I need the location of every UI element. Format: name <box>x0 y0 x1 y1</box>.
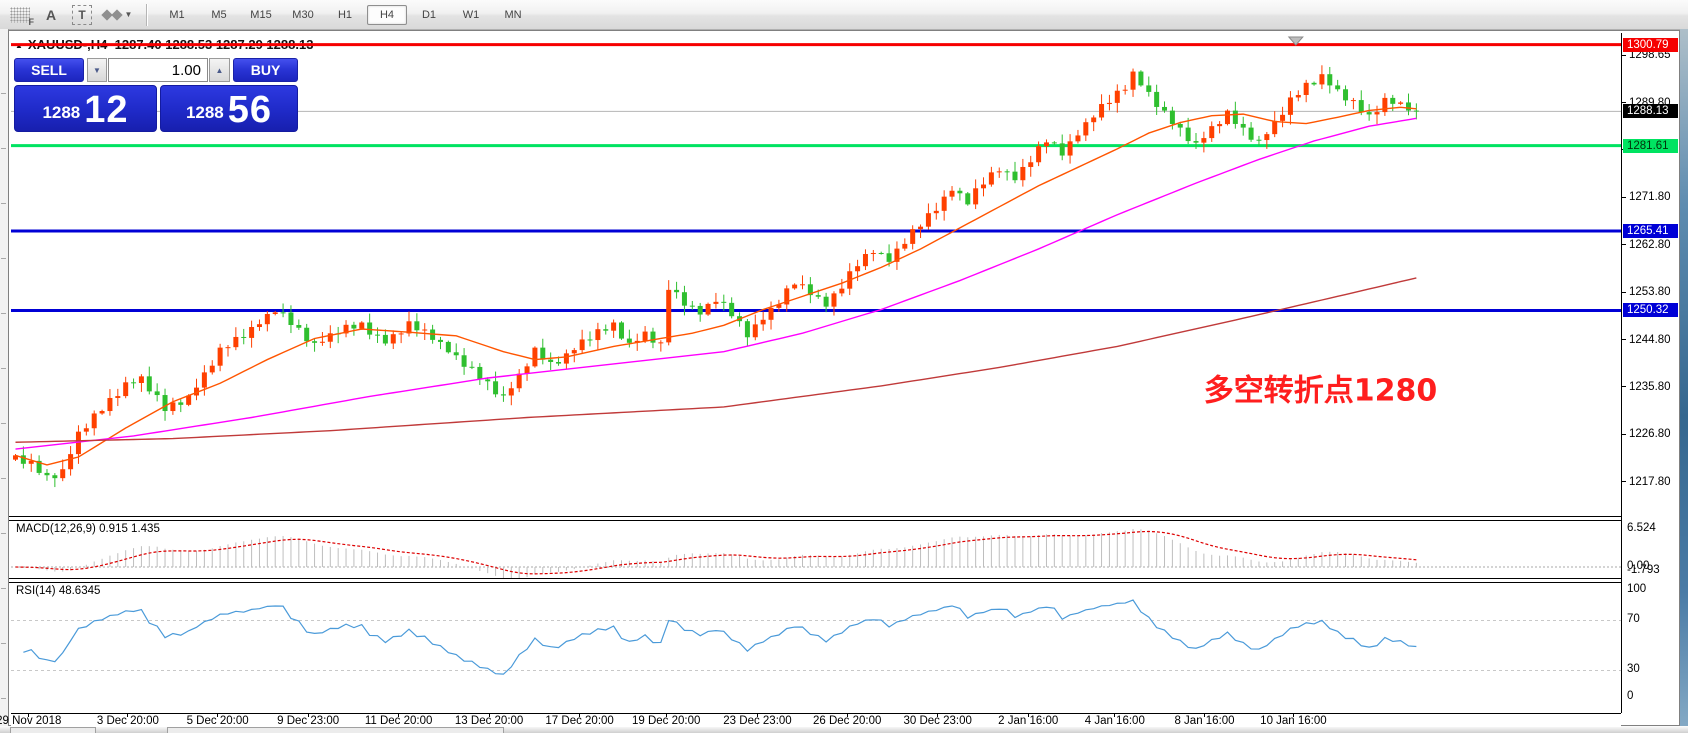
panel-divider[interactable] <box>9 516 1679 517</box>
panel-divider <box>9 520 1679 521</box>
timeframe-m1[interactable]: M1 <box>169 8 185 21</box>
price-level-label: 1265.41 <box>1623 223 1678 238</box>
ma-mid <box>15 117 1417 450</box>
toolbar-separator <box>146 3 148 26</box>
chevron-down-icon[interactable]: ▼ <box>124 10 133 19</box>
symbol-period-label: XAUUSD-,H4 <box>27 37 108 52</box>
sell-price-small: 1288 <box>42 103 81 122</box>
window-right-edge <box>1680 29 1688 733</box>
time-axis-label: 30 Dec 23:00 <box>903 715 972 727</box>
shapes-tool-icon[interactable]: ▼ <box>100 4 134 26</box>
toolbar: F A T ▼ M1 M5 M15 M30 H1 H4 D1 W1 MN <box>0 0 1688 30</box>
time-scale[interactable]: 29 Nov 2018 3 Dec 20:00 5 Dec 20:00 9 Dec 2… <box>0 713 1621 727</box>
price-level-label: 1250.32 <box>1623 303 1678 318</box>
sell-button[interactable]: SELL <box>14 58 84 82</box>
timeframe-h4[interactable]: H4 <box>367 4 407 25</box>
text-tool-icon[interactable]: A <box>45 6 57 23</box>
grid-tool-icon[interactable]: F <box>10 6 34 27</box>
buy-price-big: 56 <box>227 89 273 131</box>
price-level-label: 1288.13 <box>1623 104 1678 119</box>
volume-increase-button[interactable]: ▲ <box>209 58 230 82</box>
chart-annotation: 多空转折点1280 <box>1204 374 1438 409</box>
macd-panel[interactable]: MACD(12,26,9) 0.915 1.435 <box>11 521 1621 578</box>
rsi-label: RSI(14) 48.6345 <box>16 585 101 597</box>
timeframe-mn[interactable]: MN <box>504 8 522 21</box>
sell-price-big: 12 <box>84 89 129 131</box>
buy-price-small: 1288 <box>185 103 224 122</box>
price-level-label: 1281.61 <box>1623 138 1678 153</box>
ma-slow <box>15 277 1417 443</box>
panel-divider <box>9 582 1679 583</box>
rsi-panel[interactable]: RSI(14) 48.6345 <box>11 583 1621 711</box>
time-axis-label: 17 Dec 20:00 <box>545 715 614 727</box>
sell-price-display[interactable]: 1288 12 <box>14 85 157 132</box>
time-axis-label: 23 Dec 23:00 <box>723 715 792 727</box>
timeframe-w1[interactable]: W1 <box>462 8 480 21</box>
diamond-icon <box>110 8 123 21</box>
timeframe-m30[interactable]: M30 <box>292 8 314 21</box>
chart-title: ▲ XAUUSD-,H4 1287.40 1288.53 1287.29 1288… <box>15 37 313 52</box>
chart-window[interactable]: ▲ XAUUSD-,H4 1287.40 1288.53 1287.29 1288… <box>0 30 1680 727</box>
buy-button[interactable]: BUY <box>233 58 298 82</box>
timeframe-h1[interactable]: H1 <box>337 8 353 21</box>
taskbar-edge <box>0 726 1688 733</box>
left-edge-ticks <box>1 39 6 719</box>
taskbar-button[interactable] <box>10 727 96 733</box>
timeframe-m5[interactable]: M5 <box>211 8 227 21</box>
time-axis-label: 5 Dec 20:00 <box>186 715 249 727</box>
collapse-triangle-icon[interactable]: ▲ <box>15 41 23 50</box>
time-axis-label: 26 Dec 20:00 <box>813 715 882 727</box>
time-axis-label: 4 Jan 16:00 <box>1084 715 1145 727</box>
timeframe-bar: M1 M5 M15 M30 H1 H4 D1 W1 MN <box>156 4 534 25</box>
timeframe-d1[interactable]: D1 <box>421 8 437 21</box>
timeframe-m15[interactable]: M15 <box>250 8 272 21</box>
rsi-canvas <box>11 599 1621 675</box>
time-axis-label: 8 Jan 16:00 <box>1174 715 1235 727</box>
panel-divider[interactable] <box>9 578 1679 579</box>
time-axis-label: 3 Dec 20:00 <box>96 715 159 727</box>
macd-label: MACD(12,26,9) 0.915 1.435 <box>16 523 160 535</box>
buy-price-display[interactable]: 1288 56 <box>160 85 298 132</box>
volume-decrease-button[interactable]: ▼ <box>87 58 107 82</box>
time-axis-label: 11 Dec 20:00 <box>364 715 433 727</box>
label-tool-icon[interactable]: T <box>72 4 92 25</box>
time-axis-label: 29 Nov 2018 <box>0 715 62 727</box>
time-axis-label: 13 Dec 20:00 <box>454 715 524 727</box>
time-axis-label: 9 Dec 23:00 <box>277 715 340 727</box>
ma-fast <box>15 106 1417 466</box>
price-scale[interactable]: 1298.651289.801280.801271.801262.801253.… <box>1621 33 1679 713</box>
volume-input[interactable] <box>108 58 208 82</box>
taskbar-button[interactable] <box>167 727 504 733</box>
time-axis-label: 10 Jan 16:00 <box>1260 715 1327 727</box>
time-axis-label: 19 Dec 20:00 <box>631 715 701 727</box>
price-level-label: 1300.79 <box>1623 37 1678 52</box>
macd-canvas <box>11 528 1621 578</box>
chart-shift-marker-icon <box>1287 36 1304 46</box>
ohlc-values: 1287.40 1288.53 1287.29 1288.13 <box>114 37 314 52</box>
time-axis-label: 2 Jan 16:00 <box>998 715 1059 727</box>
